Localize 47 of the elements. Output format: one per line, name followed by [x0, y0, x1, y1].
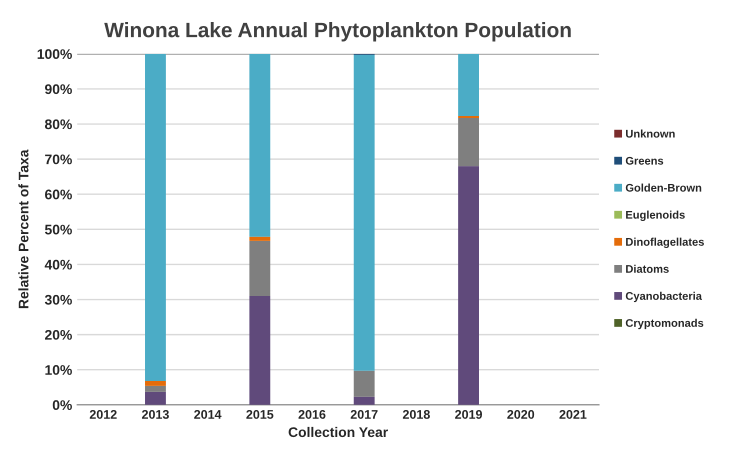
y-tick-label: 50% — [44, 224, 72, 234]
x-tick-label: 2019 — [455, 410, 482, 419]
x-tick-label: 2014 — [194, 410, 222, 419]
bar — [145, 386, 166, 392]
y-tick-label: 40% — [44, 260, 72, 270]
bar — [354, 370, 375, 397]
bar — [354, 54, 375, 371]
legend-label: Dinoflagellates — [626, 238, 704, 248]
legend-label: Greens — [626, 156, 664, 165]
legend-label: Golden-Brown — [626, 184, 702, 192]
y-tick-label: 90% — [45, 84, 72, 94]
y-tick-label: 70% — [45, 154, 72, 164]
bar — [145, 54, 166, 381]
y-tick-label: 80% — [44, 119, 72, 130]
y-tick-label: 0% — [52, 400, 72, 410]
legend-label: Unknown — [626, 130, 675, 138]
bar — [458, 118, 479, 166]
x-tick-label: 2017 — [350, 410, 378, 419]
y-tick-label: 100% — [38, 49, 72, 59]
bar — [145, 392, 166, 405]
bar — [458, 54, 479, 116]
bar — [249, 296, 270, 405]
bar — [458, 116, 479, 118]
legend-label: Euglenoids — [626, 210, 685, 221]
y-tick-label: 20% — [45, 330, 72, 340]
bar — [145, 380, 166, 386]
bar — [354, 396, 375, 405]
x-tick-label: 2015 — [246, 410, 274, 419]
x-axis-title: Collection Year — [288, 426, 388, 438]
x-tick-label: 2012 — [90, 410, 117, 419]
bar — [249, 240, 270, 296]
y-tick-label: 60% — [45, 190, 72, 200]
chart-title: Winona Lake Annual Phytoplankton Population — [104, 22, 571, 42]
y-axis-title: Relative Percent of Taxa — [18, 149, 28, 308]
y-tick-label: 10% — [45, 365, 72, 375]
x-tick-label: 2021 — [559, 410, 586, 419]
x-tick-label: 2018 — [402, 410, 430, 419]
legend-label: Cryptomonads — [626, 318, 704, 330]
x-tick-label: 2013 — [142, 410, 169, 419]
bar — [458, 166, 479, 405]
x-tick-label: 2016 — [298, 410, 326, 419]
legend-label: Cyanobacteria — [626, 292, 702, 302]
x-tick-label: 2020 — [507, 410, 534, 419]
legend-label: Diatoms — [626, 264, 669, 273]
bar — [249, 54, 270, 237]
bar — [249, 236, 270, 241]
y-tick-label: 30% — [44, 294, 72, 305]
